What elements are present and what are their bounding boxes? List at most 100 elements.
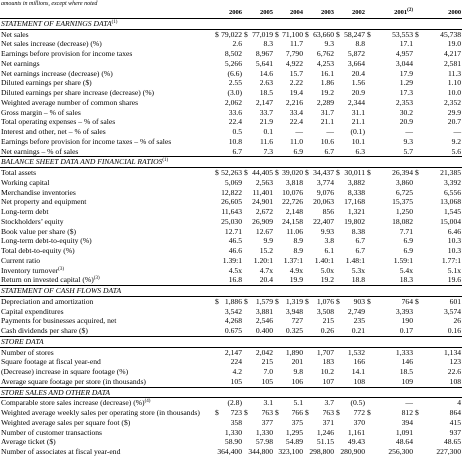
value-cell: 227,300 bbox=[414, 447, 462, 457]
value-cell: 57.98 bbox=[243, 437, 274, 447]
cell-value: 0.26 bbox=[320, 326, 334, 335]
row-label-text: Net sales increase (decrease) (%) bbox=[1, 39, 102, 49]
cell-wrap: $864 bbox=[415, 408, 461, 418]
cell-value: 107 bbox=[322, 376, 334, 386]
cell-wrap: $30,011 bbox=[336, 168, 365, 178]
cell-value: 15,004 bbox=[440, 216, 462, 226]
value-cell: 3,818 bbox=[274, 178, 304, 188]
row-label: Interest and other, net – % of sales bbox=[0, 127, 214, 137]
cell-value: 52,263 bbox=[221, 168, 242, 177]
cell-value: 2.22 bbox=[289, 78, 303, 88]
cell-value: 4,922 bbox=[285, 58, 303, 68]
row-label-text: Comparable store sales increase (decreas… bbox=[1, 398, 145, 408]
cell-wrap: $53,553 bbox=[367, 30, 413, 40]
value-cell: 24,158 bbox=[274, 217, 304, 227]
cell-value: 31.7 bbox=[320, 107, 334, 117]
cell-value: 30,011 bbox=[344, 168, 365, 177]
cell-value: 20.7 bbox=[447, 117, 462, 127]
row-label-text: Capital expenditures bbox=[1, 306, 64, 316]
row-label: Total operating expenses – % of sales bbox=[0, 117, 214, 127]
cell-value: 166 bbox=[353, 357, 365, 367]
row-label-text: Gross margin – % of sales bbox=[1, 107, 81, 117]
year: 2002 bbox=[352, 9, 365, 16]
currency-sign: $ bbox=[415, 408, 419, 417]
value-cell: 2,352 bbox=[414, 98, 462, 108]
value-cell: 3,392 bbox=[414, 178, 462, 188]
value-cell: 20.9 bbox=[335, 88, 366, 98]
section-title-text: STATEMENT OF CASH FLOWS DATA bbox=[1, 286, 122, 295]
cell-value: 2,344 bbox=[347, 97, 365, 107]
row-label-text: Long-term debt bbox=[1, 207, 49, 216]
cell-value: 1,246 bbox=[316, 427, 334, 437]
currency-sign: $ bbox=[215, 408, 219, 417]
cell-value: 17,168 bbox=[344, 197, 365, 207]
cell-value: 1,707 bbox=[316, 347, 334, 357]
value-cell: 7,790 bbox=[274, 49, 304, 59]
cell-value: 11,401 bbox=[252, 187, 273, 197]
value-cell: 9.93 bbox=[304, 227, 335, 237]
cell-wrap: $1,579 bbox=[244, 297, 273, 307]
currency-sign: $ bbox=[244, 296, 248, 306]
data-row: Stockholders’ equity 25,030 26,909 24,158 22… bbox=[0, 217, 462, 227]
data-row: Long-term debt-to-equity (%) 46.5 9.9 8.9 3.… bbox=[0, 236, 462, 246]
cell-value: 10.6 bbox=[320, 136, 334, 146]
row-label-text: Diluted earnings per share increase (dec… bbox=[1, 88, 155, 97]
cell-value: 2,353 bbox=[395, 97, 413, 107]
section-title: STORE DATA bbox=[0, 335, 462, 348]
value-cell: 215 bbox=[243, 357, 274, 367]
value-cell: 10.2 bbox=[304, 367, 335, 377]
currency-sign: $ bbox=[215, 168, 219, 177]
cell-value: 4,957 bbox=[395, 49, 413, 58]
value-cell: $71,100 bbox=[274, 29, 304, 39]
currency-sign: $ bbox=[336, 296, 340, 306]
value-cell: 11.06 bbox=[274, 227, 304, 237]
value-cell: 2,749 bbox=[335, 307, 366, 317]
value-cell: 256,300 bbox=[366, 447, 414, 457]
cell-value: 8,502 bbox=[224, 49, 242, 58]
cell-value: 54.89 bbox=[285, 437, 303, 447]
cell-value: 1,532 bbox=[347, 347, 365, 357]
value-cell: 10.1 bbox=[335, 137, 366, 147]
cell-value: (2.8) bbox=[227, 398, 242, 408]
cell-value: 19.4 bbox=[289, 88, 303, 97]
footnote-mark: (2) bbox=[407, 8, 413, 13]
value-cell: 0.26 bbox=[304, 326, 335, 336]
cell-value: 49.43 bbox=[347, 437, 365, 447]
cell-value: 79,022 bbox=[221, 29, 242, 39]
data-row: Total debt-to-equity (%) 46.6 15.2 8.9 6.1 6.… bbox=[0, 246, 462, 256]
year-header: 2006 bbox=[214, 8, 243, 19]
cell-wrap: $63,660 bbox=[305, 30, 334, 40]
value-cell: 2,062 bbox=[214, 98, 243, 108]
value-cell: 6,762 bbox=[304, 49, 335, 59]
cell-wrap: $763 bbox=[305, 408, 334, 418]
cell-value: 856 bbox=[322, 207, 334, 216]
cell-value: 19.6 bbox=[447, 275, 462, 285]
footnote-mark: (1) bbox=[162, 158, 169, 164]
value-cell: 1,707 bbox=[304, 347, 335, 357]
cell-value: 6.7 bbox=[324, 146, 335, 156]
value-cell: 5.3x bbox=[335, 266, 366, 276]
value-cell: 20,063 bbox=[304, 197, 335, 207]
row-label: Diluted earnings per share ($) bbox=[0, 78, 214, 88]
row-label: Merchandise inventories bbox=[0, 188, 214, 198]
cell-value: 215 bbox=[322, 316, 334, 326]
value-cell: $58,247 bbox=[335, 29, 366, 39]
cell-value: 21.9 bbox=[259, 117, 273, 127]
value-cell: 2,147 bbox=[243, 98, 274, 108]
cell-value: 26,909 bbox=[252, 216, 273, 226]
cell-value: 6.7 bbox=[232, 146, 243, 156]
cell-value: 1.77:1 bbox=[441, 255, 462, 265]
cell-value: 2,672 bbox=[255, 207, 273, 216]
currency-sign: $ bbox=[275, 29, 279, 39]
value-cell: 2,672 bbox=[243, 207, 274, 217]
cell-value: 44,405 bbox=[252, 168, 273, 177]
data-row: Cash dividends per share ($) 0.675 0.400 0.… bbox=[0, 326, 462, 336]
row-label-text: Total debt-to-equity (%) bbox=[1, 246, 75, 255]
cell-value: 6.1 bbox=[324, 246, 335, 255]
cell-value: 5.0x bbox=[320, 265, 334, 275]
value-cell: 9.2 bbox=[414, 137, 462, 147]
cell-value: (0.5) bbox=[350, 398, 365, 408]
cell-value: 123 bbox=[449, 357, 462, 367]
row-label: Current ratio bbox=[0, 256, 214, 266]
